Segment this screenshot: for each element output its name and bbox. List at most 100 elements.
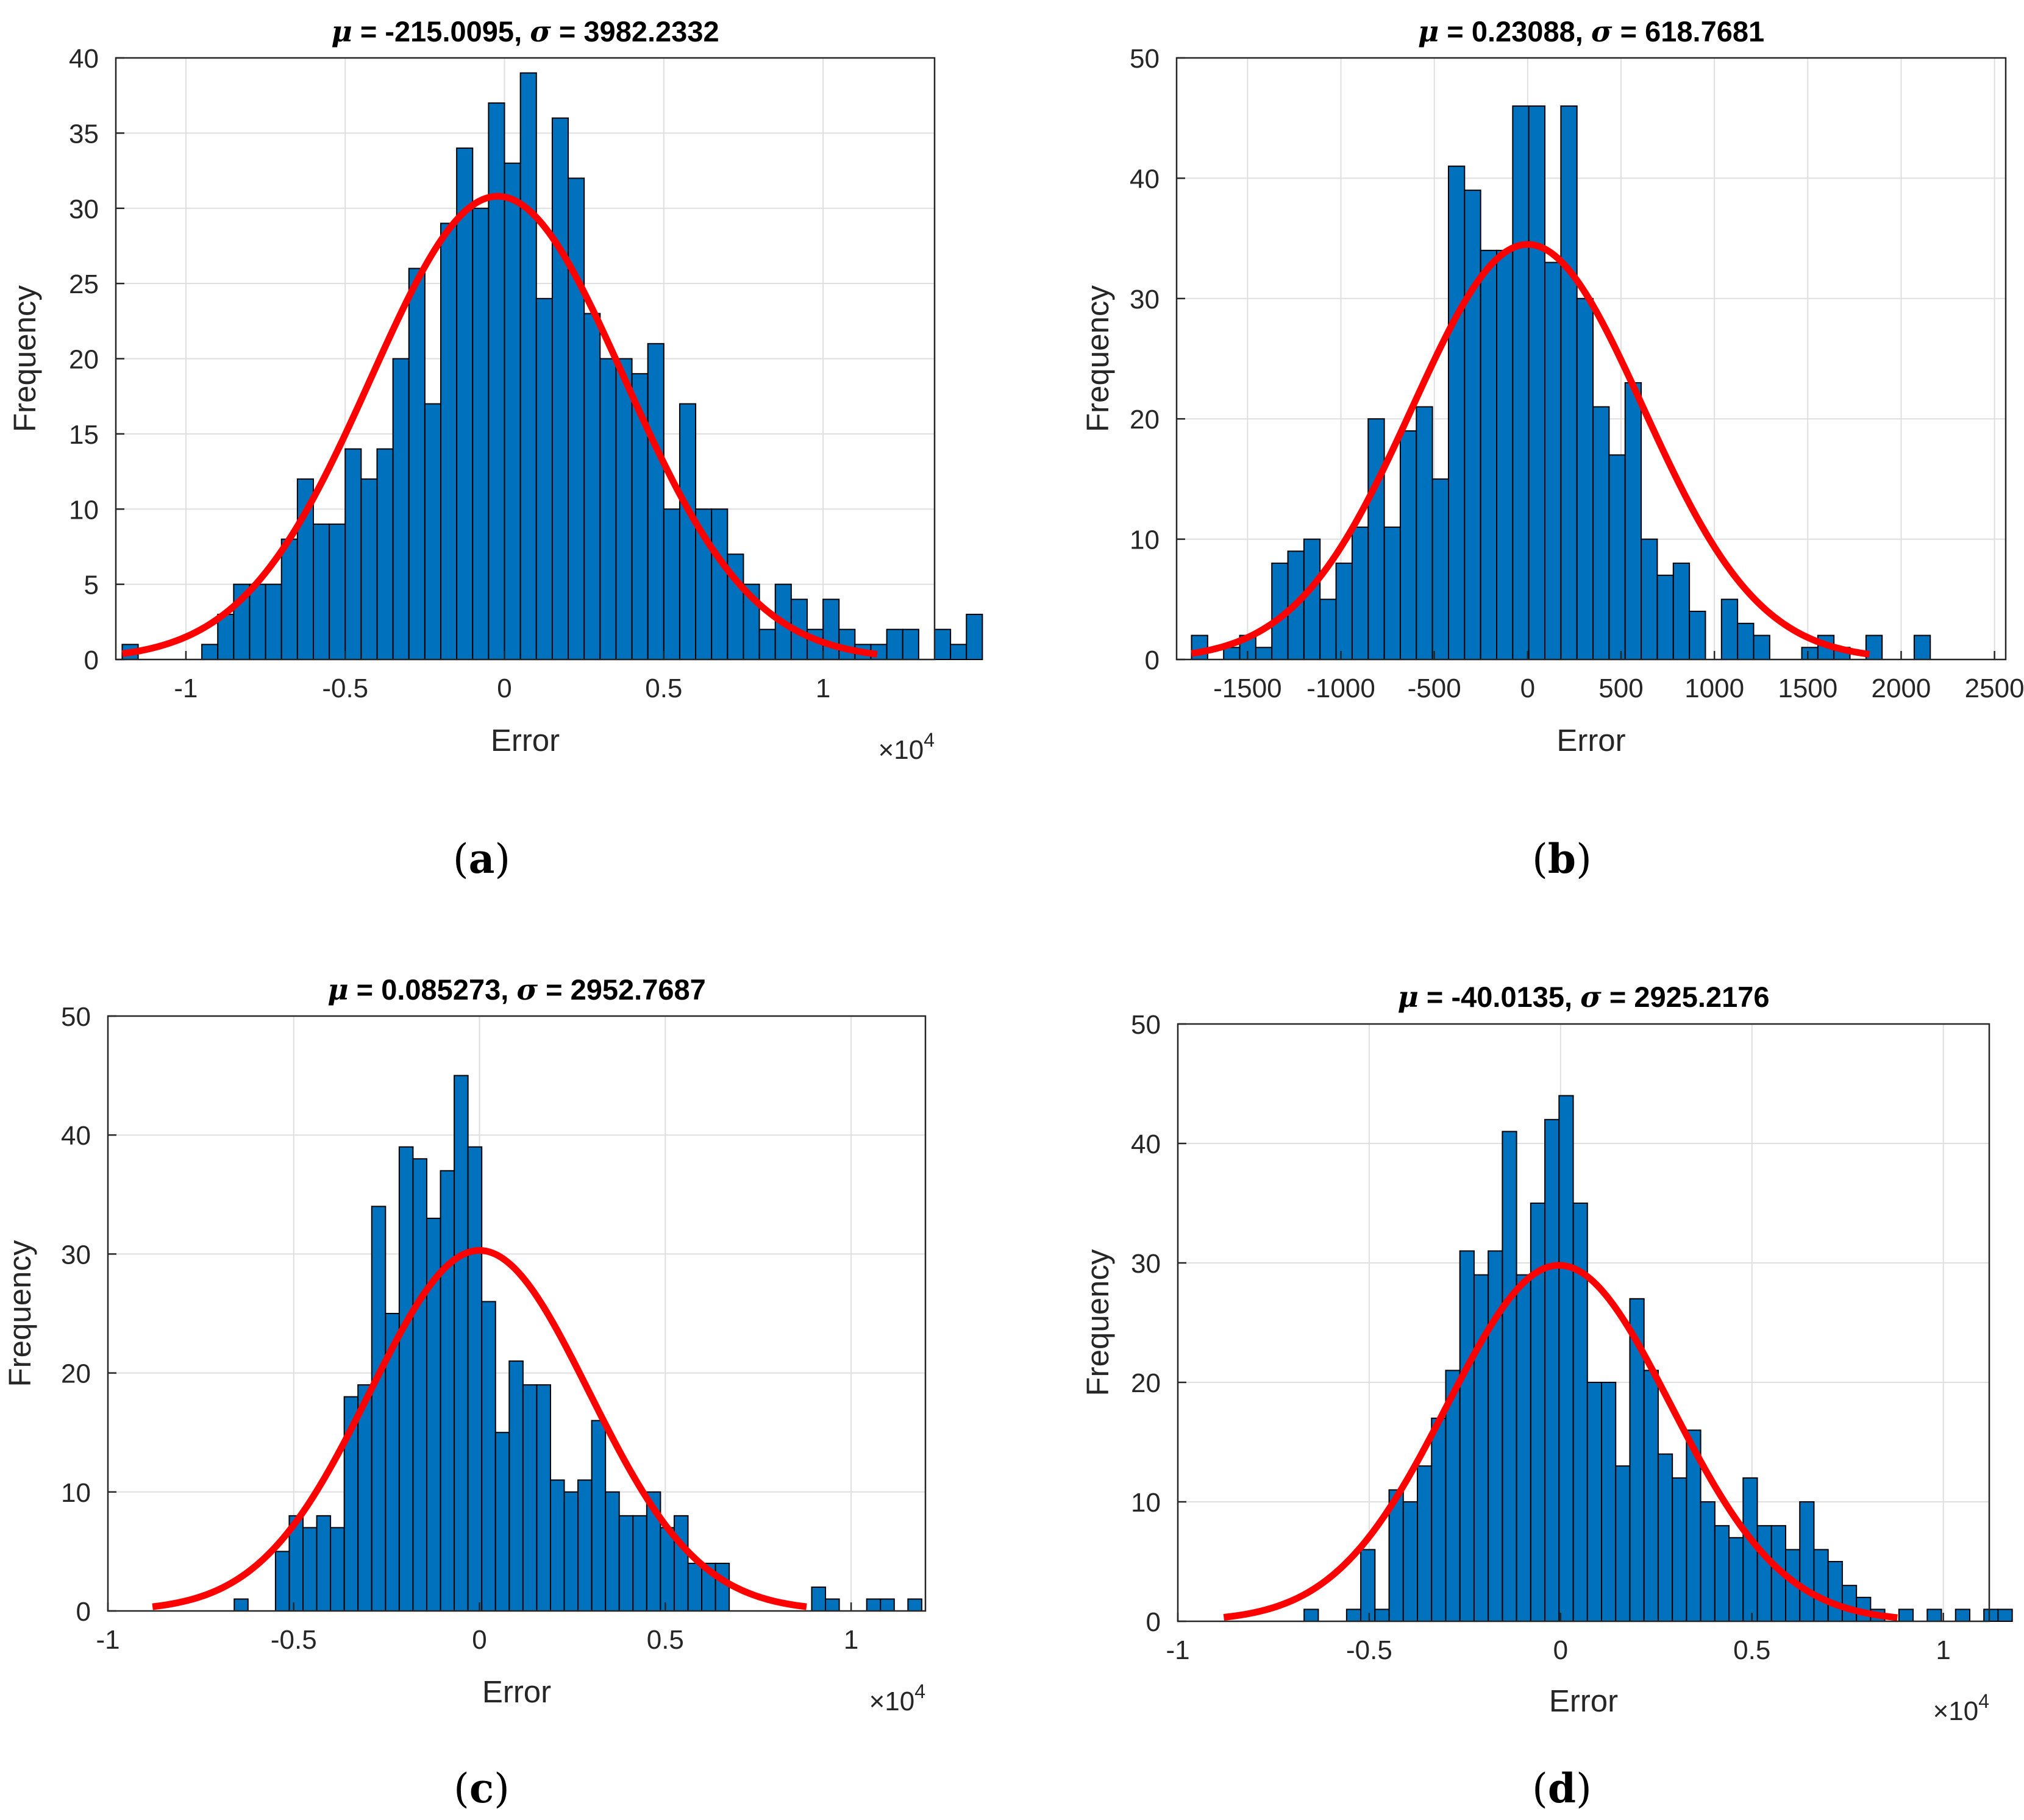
y-tick-label-a-3: 15 bbox=[69, 420, 99, 450]
histogram-bar-d-37 bbox=[1827, 1561, 1843, 1622]
chart-title-d: μ = -40.0135, σ = 2925.2176 bbox=[1397, 981, 1769, 1014]
histogram-bar-d-42 bbox=[1898, 1608, 1914, 1622]
y-axis-label-d: Frequency bbox=[1080, 1249, 1115, 1396]
y-axis-label-a: Frequency bbox=[7, 285, 42, 432]
y-tick-label-c-3: 30 bbox=[61, 1240, 91, 1270]
y-tick-label-d-1: 10 bbox=[1131, 1488, 1161, 1518]
histogram-panel-c: -1 -0.5 0 0.5 1 0 10 20 30 40 50 μ = 0.085273, σ … bbox=[2, 973, 927, 1716]
y-tick-label-a-8: 40 bbox=[69, 44, 99, 74]
histogram-bar-d-20 bbox=[1586, 1382, 1603, 1622]
x-tick-label-b-4: 500 bbox=[1598, 674, 1643, 703]
histogram-bar-b-21 bbox=[1528, 105, 1546, 660]
histogram-bar-a-35 bbox=[679, 403, 697, 661]
y-tick-label-b-2: 20 bbox=[1130, 405, 1160, 435]
y-tick-label-c-2: 20 bbox=[61, 1359, 91, 1389]
y-tick-label-b-4: 40 bbox=[1130, 164, 1160, 194]
histogram-bar-b-33 bbox=[1720, 599, 1739, 660]
x-tick-label-b-3: 0 bbox=[1520, 674, 1535, 703]
y-tick-label-b-0: 0 bbox=[1145, 645, 1160, 675]
x-tick-label-b-6: 1500 bbox=[1778, 674, 1837, 703]
histogram-panel-a: -1 -0.5 0 0.5 1 0 5 10 15 20 25 30 35 40 μ = -215.00… bbox=[7, 15, 983, 765]
y-tick-label-d-5: 50 bbox=[1131, 1010, 1161, 1040]
x-tick-label-c-2: 0 bbox=[472, 1625, 486, 1655]
y-ticks-a: 0 5 10 15 20 25 30 35 40 bbox=[69, 44, 124, 675]
histogram-bar-d-49 bbox=[1997, 1608, 2013, 1622]
histogram-bar-a-28 bbox=[568, 177, 585, 660]
histogram-bar-d-7 bbox=[1402, 1501, 1419, 1622]
y-tick-label-a-0: 0 bbox=[84, 645, 99, 675]
histogram-bar-d-48 bbox=[1983, 1608, 1999, 1622]
x-tick-label-a-3: 0.5 bbox=[645, 674, 682, 703]
x-ticks-a: -1 -0.5 0 0.5 1 bbox=[174, 651, 830, 703]
y-tick-label-c-0: 0 bbox=[76, 1597, 91, 1627]
x-tick-label-b-8: 2500 bbox=[1965, 674, 2024, 703]
histogram-bar-b-23 bbox=[1560, 105, 1578, 660]
histogram-bar-d-4 bbox=[1360, 1549, 1376, 1622]
histogram-bar-b-18 bbox=[1480, 249, 1498, 660]
histogram-bar-a-37 bbox=[711, 508, 729, 660]
caption-c: (c) bbox=[454, 1765, 510, 1812]
y-tick-label-a-7: 35 bbox=[69, 119, 99, 149]
histogram-bar-a-18 bbox=[408, 268, 426, 660]
histogram-bar-d-35 bbox=[1799, 1501, 1815, 1622]
x-axis-label-b: Error bbox=[1556, 723, 1625, 758]
x-ticks-c: -1 -0.5 0 0.5 1 bbox=[96, 1602, 858, 1655]
y-tick-label-a-2: 10 bbox=[69, 495, 99, 525]
histogram-bar-b-45 bbox=[1913, 635, 1931, 661]
histogram-bar-b-29 bbox=[1656, 574, 1674, 660]
x-tick-label-d-0: -1 bbox=[1166, 1635, 1189, 1665]
histogram-bar-a-24 bbox=[504, 162, 521, 661]
histogram-bar-d-15 bbox=[1516, 1274, 1531, 1623]
histogram-bar-d-22 bbox=[1615, 1465, 1631, 1622]
histogram-bar-b-30 bbox=[1672, 563, 1691, 661]
histogram-bar-d-14 bbox=[1502, 1131, 1517, 1622]
chart-title-a: μ = -215.0095, σ = 3982.2332 bbox=[331, 15, 719, 49]
histogram-bar-b-31 bbox=[1689, 611, 1706, 660]
histogram-bar-d-17 bbox=[1544, 1118, 1560, 1623]
histogram-bar-d-36 bbox=[1813, 1549, 1829, 1622]
histogram-bar-d-21 bbox=[1601, 1382, 1617, 1622]
x-tick-label-b-2: -500 bbox=[1408, 674, 1461, 703]
histogram-bar-d-18 bbox=[1558, 1095, 1574, 1622]
x-tick-label-d-3: 0.5 bbox=[1733, 1635, 1770, 1665]
normal-fit-curve-b bbox=[1191, 241, 1870, 658]
caption-a: (a) bbox=[452, 835, 511, 883]
histogram-bar-a-53 bbox=[966, 613, 983, 660]
y-ticks-b: 0 10 20 30 40 50 bbox=[1130, 44, 1185, 675]
axes-box-c bbox=[107, 1015, 927, 1612]
x-ticks-d: -1 -0.5 0 0.5 1 bbox=[1166, 1613, 1951, 1665]
histogram-bar-a-52 bbox=[950, 644, 967, 660]
y-axis-label-c: Frequency bbox=[2, 1240, 37, 1387]
x-axis-label-d: Error bbox=[1549, 1683, 1618, 1718]
x-tick-label-a-4: 1 bbox=[816, 674, 830, 703]
y-tick-label-b-3: 30 bbox=[1130, 285, 1160, 315]
x-scale-factor-d: ×104 bbox=[1933, 1690, 1989, 1726]
histogram-bar-d-5 bbox=[1374, 1608, 1390, 1622]
y-tick-label-d-3: 30 bbox=[1131, 1249, 1161, 1279]
histogram-bar-d-25 bbox=[1657, 1453, 1673, 1623]
axes-box-b bbox=[1175, 57, 2007, 661]
x-tick-label-d-1: -0.5 bbox=[1346, 1635, 1392, 1665]
caption-b: (b) bbox=[1532, 835, 1592, 883]
x-tick-label-b-1: -1000 bbox=[1306, 674, 1375, 703]
histogram-bar-a-27 bbox=[551, 117, 569, 660]
x-tick-label-c-0: -1 bbox=[96, 1625, 119, 1655]
histogram-bar-d-8 bbox=[1417, 1465, 1433, 1622]
histogram-bar-d-26 bbox=[1672, 1477, 1687, 1623]
histogram-bar-d-28 bbox=[1700, 1501, 1716, 1622]
histogram-bar-a-19 bbox=[424, 403, 442, 661]
y-axis-label-b: Frequency bbox=[1080, 285, 1115, 432]
y-ticks-d: 0 10 20 30 40 50 bbox=[1131, 1010, 1186, 1637]
y-ticks-c: 0 10 20 30 40 50 bbox=[61, 1002, 116, 1627]
chart-title-b: μ = 0.23088, σ = 618.7681 bbox=[1418, 15, 1764, 49]
chart-title-c: μ = 0.085273, σ = 2952.7687 bbox=[327, 973, 706, 1007]
x-ticks-b: -1500 -1000 -500 0 500 1000 1500 2000 2500 bbox=[1213, 651, 2024, 703]
histogram-bar-d-0 bbox=[1303, 1608, 1319, 1622]
histogram-bar-d-12 bbox=[1473, 1274, 1489, 1623]
histogram-bar-d-3 bbox=[1345, 1608, 1362, 1622]
histogram-bar-d-29 bbox=[1714, 1525, 1730, 1622]
y-tick-label-a-1: 5 bbox=[84, 571, 99, 600]
axes-box-d bbox=[1177, 1023, 1990, 1623]
histogram-bar-b-35 bbox=[1753, 635, 1770, 661]
